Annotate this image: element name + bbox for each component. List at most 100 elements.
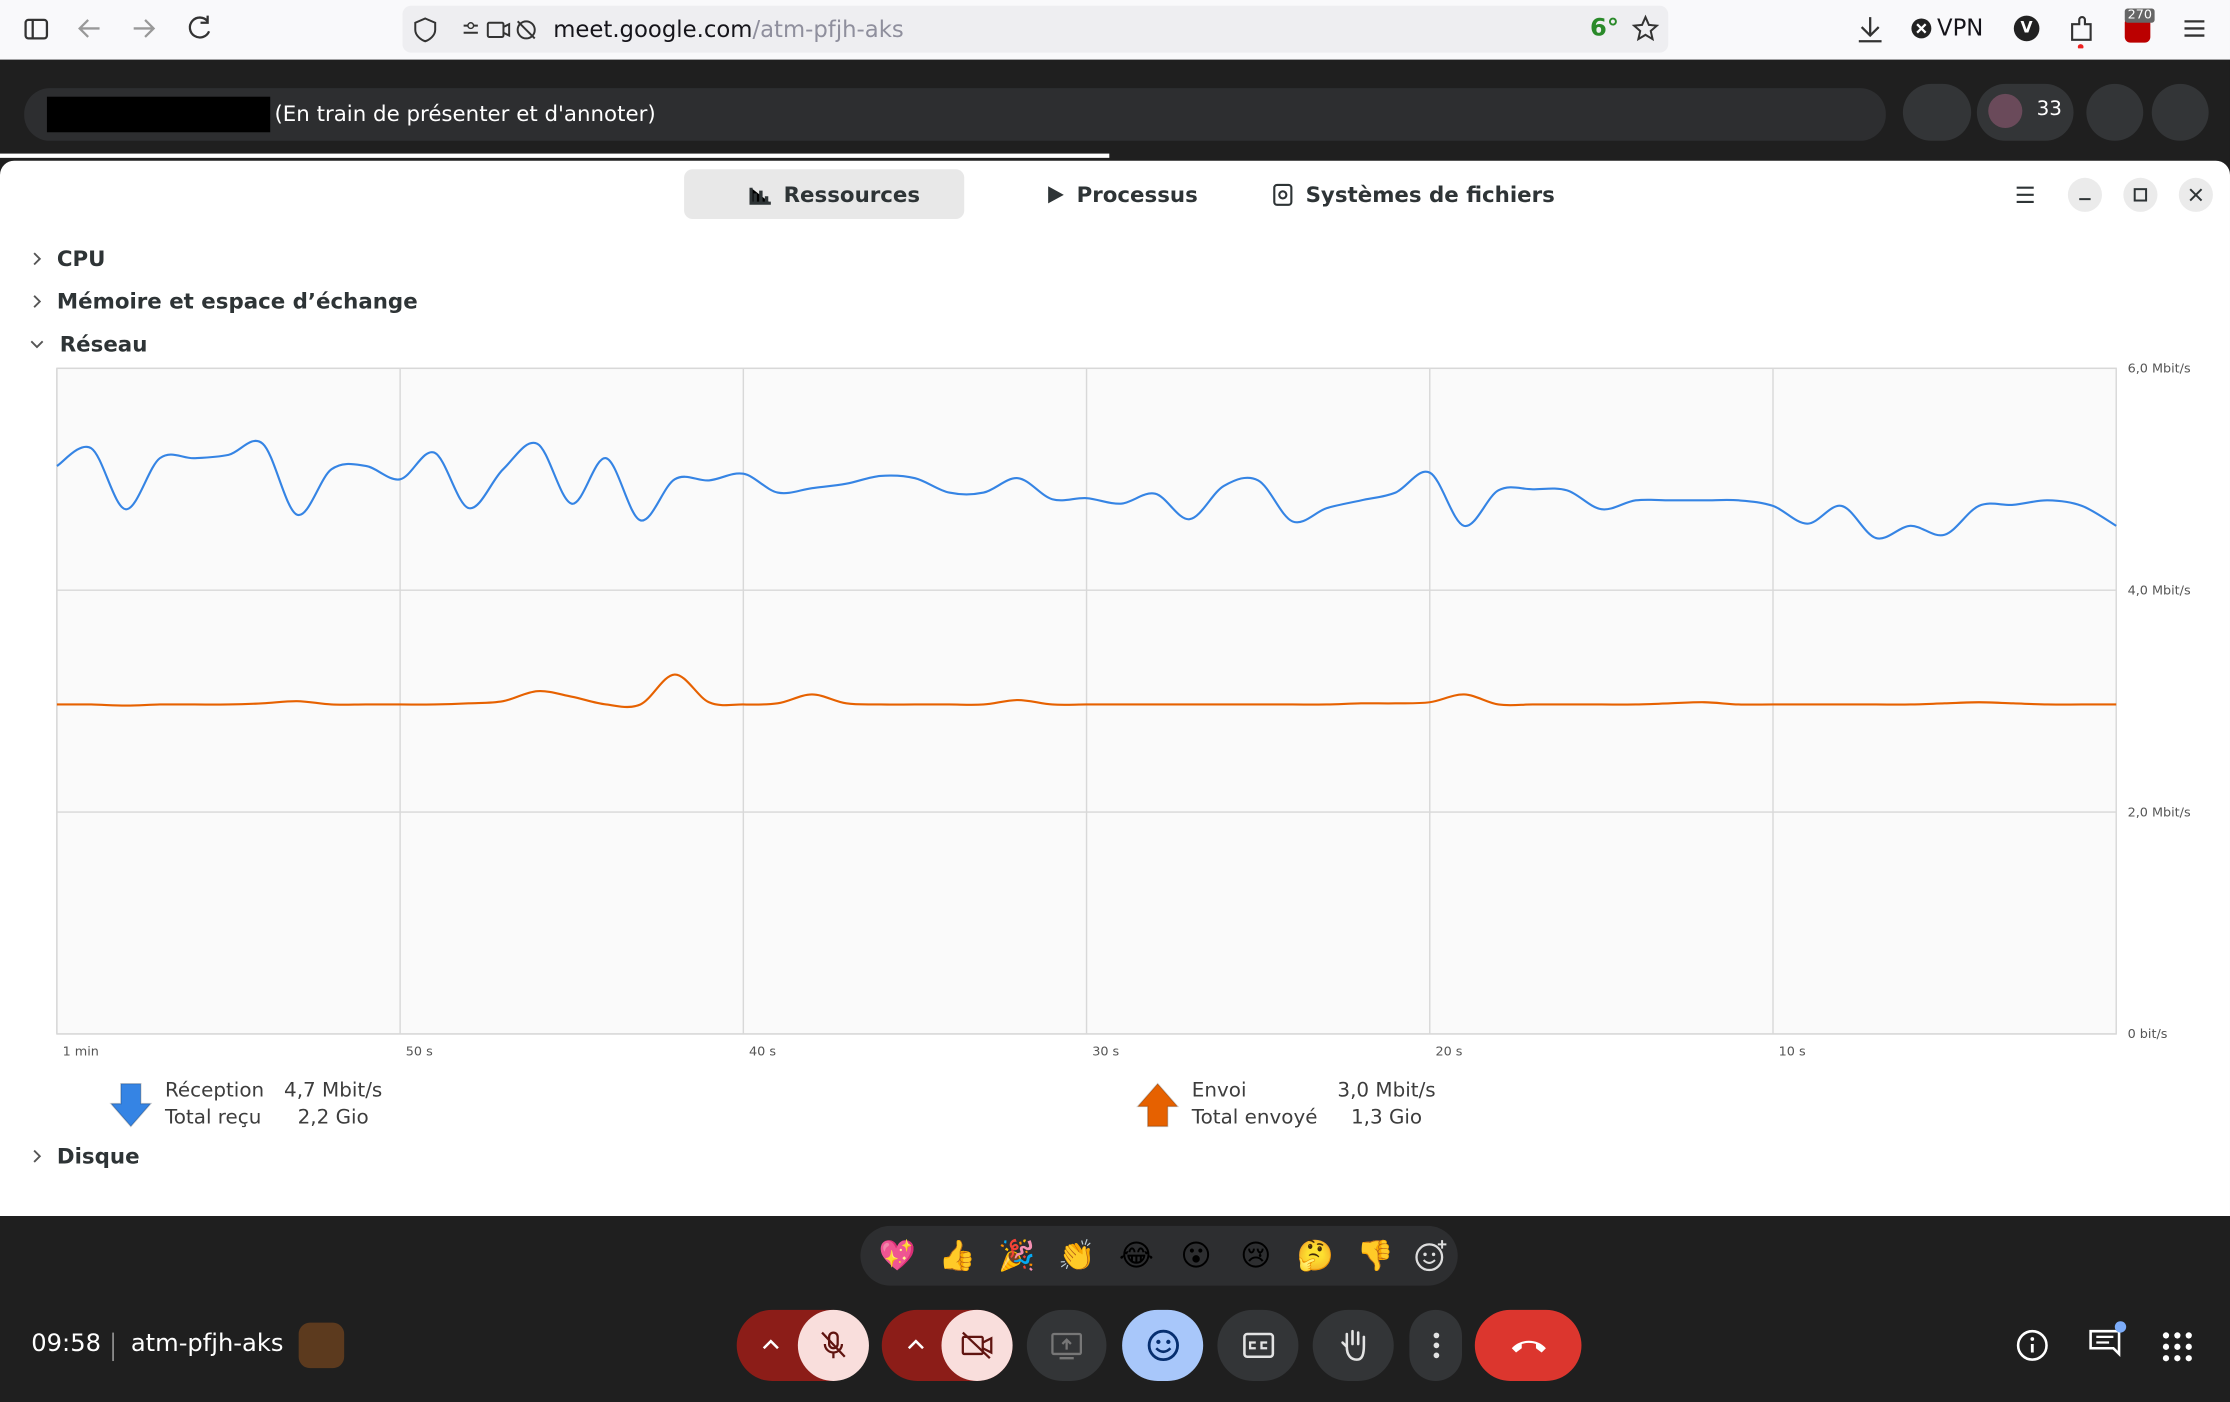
reaction[interactable]: 👏 (1057, 1238, 1096, 1273)
maximize-icon (2133, 188, 2148, 202)
hangup-icon (1511, 1340, 1546, 1353)
network-chart: 0 bit/s 2,0 Mbit/s 4,0 Mbit/s 6,0 Mbit/s 1 m… (56, 362, 2191, 1059)
leave-call-button[interactable] (1474, 1309, 1582, 1381)
section-title: Réseau (59, 331, 148, 357)
legend-total-label: Total envoyé (1191, 1106, 1318, 1130)
tab-label: Processus (1076, 181, 1198, 207)
close-button[interactable] (2178, 177, 2213, 212)
profile-avatar[interactable]: V (2013, 15, 2040, 42)
y-tick-label: 0 bit/s (2128, 1027, 2168, 1042)
more-reactions[interactable] (1412, 1237, 1449, 1274)
minimize-icon (2079, 198, 2091, 201)
info-button[interactable] (2015, 1328, 2052, 1365)
legend-total: 1,3 Gio (1350, 1106, 1423, 1130)
nav-icons (24, 15, 211, 40)
extensions-icon[interactable] (2065, 11, 2099, 49)
legend-name: Envoi (1191, 1079, 1247, 1103)
expander (30, 340, 44, 349)
pin-button[interactable] (2151, 83, 2209, 141)
section-header[interactable]: CPU (31, 246, 106, 272)
caret (907, 1339, 924, 1350)
legend-item: Réception Total reçu 4,7 Mbit/s 2,2 Gio (108, 1074, 382, 1137)
url: meet.google.com/atm-pfjh-aks (553, 16, 904, 43)
window-menu[interactable] (2014, 185, 2037, 205)
mic-off-icon (821, 1331, 846, 1359)
legend-rate: 4,7 Mbit/s (284, 1079, 383, 1103)
legend: Réception Total reçu 4,7 Mbit/s 2,2 Gio Envo… (0, 1071, 2230, 1142)
expander (33, 295, 42, 308)
captions-button[interactable] (1217, 1309, 1299, 1381)
hand-icon (1340, 1329, 1365, 1361)
arrow-shape (109, 1082, 153, 1128)
tab-selected-bg (684, 169, 965, 220)
x-tick-label: 50 s (406, 1044, 433, 1059)
vpn-icon (1911, 18, 1932, 39)
fs-icon (1273, 183, 1293, 206)
reaction[interactable]: 😮 (1180, 1238, 1212, 1273)
caret (762, 1339, 779, 1350)
resources-icon (749, 187, 771, 205)
reaction[interactable]: 😂 (1118, 1238, 1154, 1273)
browser-toolbar: meet.google.com/atm-pfjh-aks 6° VPN V 27… (0, 0, 2230, 60)
raise-hand-button[interactable] (1312, 1309, 1394, 1381)
tab-label: Systèmes de fichiers (1305, 181, 1555, 207)
participant-avatars (1988, 93, 2023, 128)
section-header[interactable]: Mémoire et espace d’échange (31, 289, 418, 314)
presenting-status: (En train de présenter et d'annoter) (274, 100, 656, 127)
reaction[interactable]: 🎉 (998, 1238, 1036, 1273)
legend-name: Réception (164, 1079, 265, 1103)
minimize-button[interactable] (2067, 177, 2102, 212)
url-icons (414, 17, 536, 43)
weather[interactable]: 6° (1590, 14, 1619, 43)
more-icon (1432, 1332, 1439, 1359)
present-button[interactable] (1026, 1309, 1107, 1381)
present-icon (1051, 1332, 1083, 1360)
reaction[interactable]: 👎 (1356, 1238, 1394, 1273)
processes-icon (1048, 185, 1064, 203)
tab[interactable]: Processus (1045, 169, 1198, 219)
tab-label: Ressources (783, 181, 921, 207)
legend-total: 2,2 Gio (297, 1106, 369, 1130)
legend-rate: 3,0 Mbit/s (1337, 1079, 1436, 1103)
x-tick-label: 30 s (1092, 1044, 1119, 1059)
reaction[interactable]: 💖 (878, 1238, 917, 1273)
section-header[interactable]: Disque (31, 1143, 140, 1169)
downloads-icon[interactable] (1849, 11, 1892, 48)
tab[interactable]: Ressources (749, 169, 920, 219)
emoji-icon (1146, 1329, 1179, 1362)
url-bar[interactable]: meet.google.com/atm-pfjh-aks 6° (402, 5, 1669, 53)
reactions-list: 💖 👍 🎉 👏 😂 😮 😢 🤔 👎 (868, 1226, 1406, 1286)
chat-button[interactable] (2085, 1320, 2128, 1363)
reaction[interactable]: 😢 (1240, 1238, 1272, 1273)
menu-icon[interactable] (2182, 17, 2208, 40)
y-tick-label: 4,0 Mbit/s (2128, 583, 2191, 598)
legend-arrow (1136, 1082, 1180, 1128)
annotate-button[interactable] (2086, 83, 2144, 141)
camera-button[interactable] (941, 1309, 1013, 1381)
y-tick-label: 2,0 Mbit/s (2128, 805, 2191, 820)
x-tick-label: 10 s (1779, 1044, 1806, 1059)
section-title: CPU (56, 246, 106, 272)
clock: 09:58 (31, 1329, 101, 1359)
bookmark-star[interactable] (1631, 14, 1660, 42)
vpn-label[interactable]: VPN (1937, 14, 1984, 42)
meeting-code: atm-pfjh-aks (130, 1329, 284, 1359)
activities-button[interactable] (2162, 1331, 2193, 1362)
hide-button[interactable] (1902, 83, 1972, 141)
host-controls[interactable] (298, 1322, 345, 1369)
section-header[interactable]: Réseau (28, 331, 147, 357)
url-host: meet.google.com (553, 15, 753, 43)
expander (33, 252, 42, 266)
more-options-button[interactable] (1409, 1309, 1463, 1381)
series-line (56, 439, 2117, 540)
reaction[interactable]: 🤔 (1296, 1238, 1335, 1273)
legend-labels: Envoi Total envoyé (1192, 1078, 1318, 1132)
maximize-button[interactable] (2123, 177, 2158, 212)
tab[interactable]: Systèmes de fichiers (1271, 169, 1555, 219)
legend-labels: Réception Total reçu (165, 1078, 264, 1132)
emoji-button[interactable] (1122, 1309, 1204, 1381)
participant-count: 33 (2036, 98, 2062, 121)
reaction[interactable]: 👍 (938, 1238, 976, 1273)
reactions-bar (860, 1225, 1458, 1286)
mic-button[interactable] (797, 1309, 869, 1381)
